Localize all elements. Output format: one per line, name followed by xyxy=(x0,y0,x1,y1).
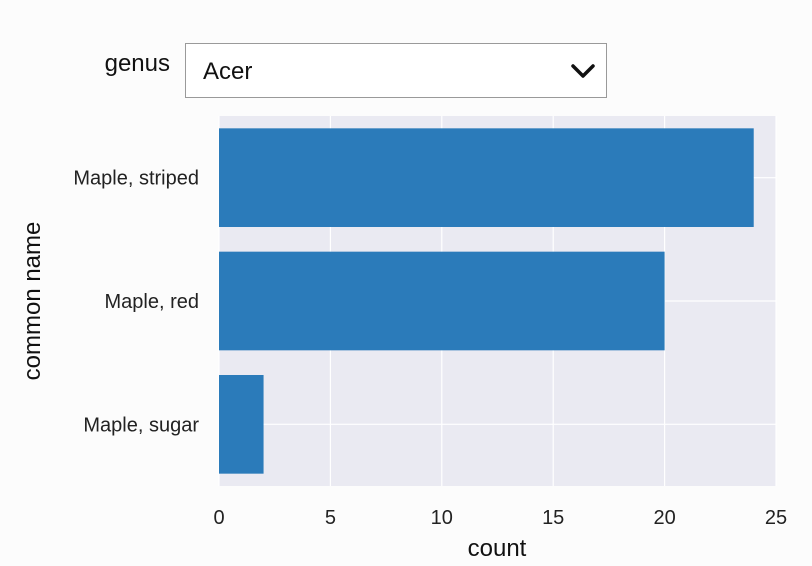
y-tick-label: Maple, sugar xyxy=(83,414,199,436)
genus-label: genus xyxy=(104,50,170,77)
x-tick-label: 20 xyxy=(653,507,675,529)
x-tick-label: 25 xyxy=(765,507,787,529)
x-axis-title: count xyxy=(468,535,527,562)
y-axis-title: common name xyxy=(19,222,46,381)
x-tick-label: 15 xyxy=(542,507,564,529)
bar-maple-striped xyxy=(219,128,754,227)
y-tick-labels: Maple, striped Maple, red Maple, sugar xyxy=(73,168,199,437)
y-tick-label: Maple, striped xyxy=(73,168,199,190)
genus-dropdown[interactable]: Acer xyxy=(185,43,607,98)
bars xyxy=(219,128,754,474)
x-tick-labels: 0 5 10 15 20 25 xyxy=(213,507,787,529)
x-tick-label: 0 xyxy=(213,507,224,529)
bar-maple-red xyxy=(219,251,665,351)
genus-selected-value: Acer xyxy=(203,58,253,85)
bar-maple-sugar xyxy=(219,375,264,474)
y-tick-label: Maple, red xyxy=(105,291,200,313)
x-tick-label: 10 xyxy=(431,507,453,529)
x-tick-label: 5 xyxy=(325,507,336,529)
chevron-down-icon xyxy=(571,64,595,78)
